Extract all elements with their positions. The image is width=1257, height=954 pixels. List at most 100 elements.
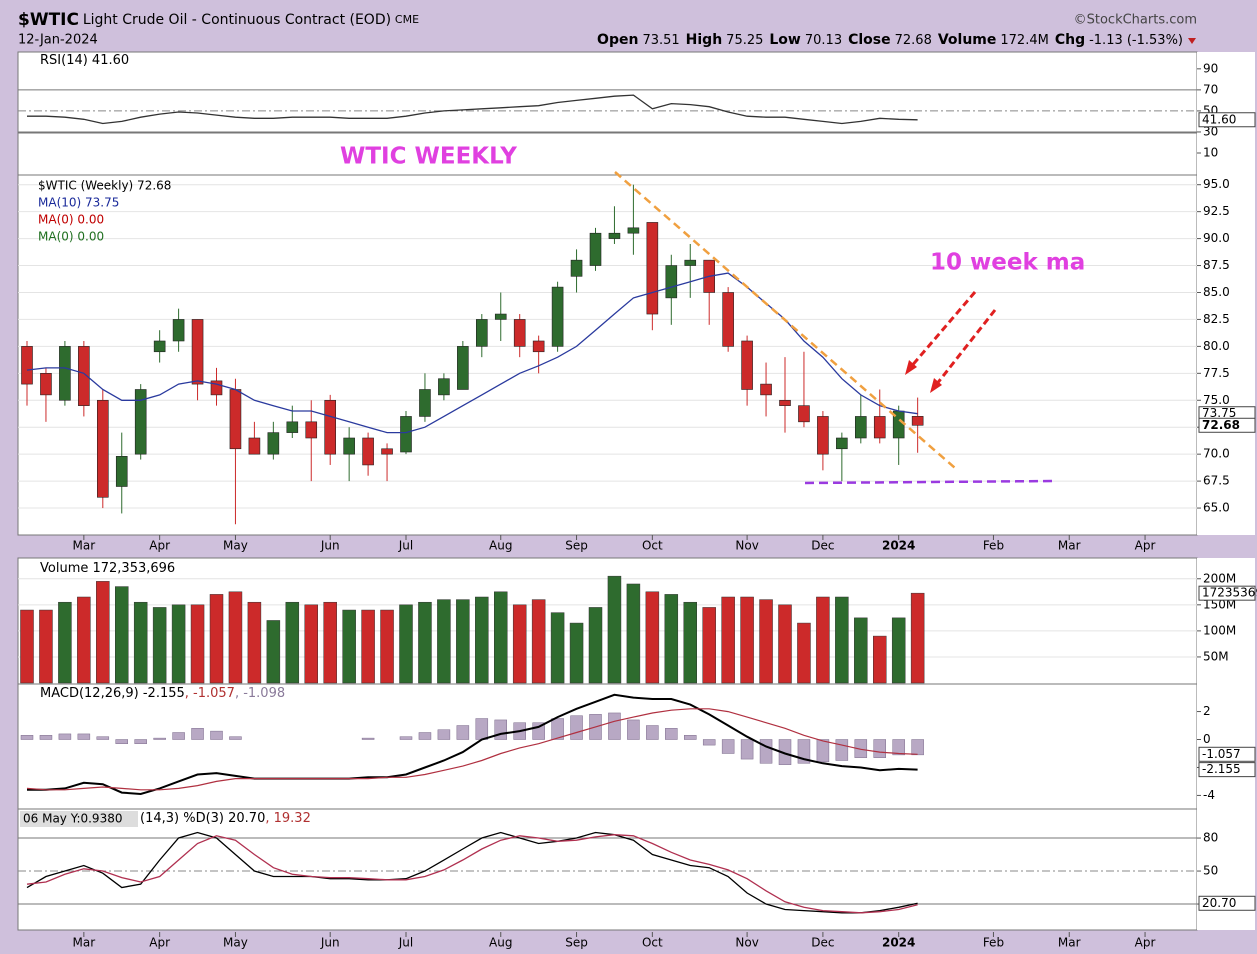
- y-tick-label: 50: [1203, 864, 1218, 878]
- down-triangle: [1188, 38, 1196, 44]
- histogram-bar: [58, 733, 72, 740]
- histogram-bar: [172, 732, 185, 740]
- x-tick-label: Apr: [149, 936, 170, 950]
- candle-body: [21, 346, 33, 385]
- volume-bar: [209, 594, 224, 684]
- volume-bar: [645, 591, 660, 684]
- crosshair-label: 06 May Y:0.9380: [23, 812, 122, 826]
- x-tick-label: Nov: [735, 539, 758, 553]
- arrow-head: [905, 360, 917, 375]
- candle-body: [627, 227, 640, 234]
- x-tick-label: May: [223, 539, 248, 553]
- y-tick-label: 70.0: [1203, 447, 1230, 461]
- value-tag: [1198, 895, 1256, 911]
- volume-bar: [494, 591, 508, 684]
- date: 12-Jan-2024: [18, 33, 98, 48]
- candle-body: [570, 259, 583, 277]
- value-tag-label: 41.60: [1202, 112, 1236, 126]
- volume-bar: [133, 601, 148, 684]
- y-tick-label: 100M: [1203, 623, 1236, 637]
- histogram-bar: [115, 739, 128, 744]
- volume-bar: [152, 607, 167, 684]
- candle-body: [210, 380, 223, 396]
- quote-value: -1.13 (-1.53%): [1089, 33, 1183, 48]
- quote-key: Close: [848, 32, 891, 48]
- candle-body: [40, 373, 52, 396]
- annotation: WTIC WEEKLY: [340, 144, 517, 170]
- quote: Open 73.51 High 75.25 Low 70.13 Close 72.68 Volu…: [597, 32, 1183, 48]
- upper-panels: [17, 51, 1198, 536]
- candle-body: [741, 340, 753, 390]
- x-tick-label: Oct: [642, 936, 663, 950]
- y-tick-label: 82.5: [1203, 312, 1230, 326]
- x-tick-label: Mar: [1058, 539, 1081, 553]
- volume-bar: [190, 604, 205, 684]
- legend-entry: $WTIC (Weekly) 72.68: [38, 179, 171, 193]
- value-tag: [1198, 417, 1256, 433]
- candle-body: [115, 456, 128, 487]
- quote-key: Volume: [938, 32, 997, 48]
- volume-bar: [266, 620, 281, 684]
- name: Light Crude Oil - Continuous Contract (E…: [83, 12, 391, 28]
- volume-bar: [77, 596, 91, 684]
- annotation: 10 week ma: [930, 250, 1085, 276]
- volume-bar: [588, 607, 603, 684]
- volume-bar: [247, 601, 262, 684]
- candle-body: [817, 416, 829, 455]
- legend-entry: Volume 172,353,696: [40, 561, 175, 576]
- volume-bar: [418, 601, 432, 684]
- histogram-bar: [702, 739, 716, 746]
- series-line: [26, 708, 918, 791]
- candle-body: [873, 416, 886, 439]
- histogram-bar: [740, 739, 754, 760]
- histogram-bar: [210, 730, 223, 740]
- legend-entry: (14,3) %D(3) 20.70: [140, 811, 265, 826]
- legend-entry: RSI(14) 41.60: [40, 53, 129, 68]
- histogram-bar: [665, 728, 678, 740]
- histogram-bar: [77, 733, 91, 740]
- series-line: [26, 834, 918, 914]
- histogram-bar: [153, 737, 166, 740]
- histogram-bar: [911, 739, 924, 756]
- x-tick-label: Jul: [398, 539, 413, 553]
- volume-bar: [569, 622, 584, 684]
- candle-body: [362, 437, 374, 466]
- axis-column: [1197, 558, 1255, 930]
- value-tag-label: -2.155: [1202, 762, 1241, 776]
- x-tick-label: Aug: [489, 936, 512, 950]
- volume-bar: [285, 601, 300, 684]
- volume-bar: [873, 635, 887, 684]
- volume-bar: [835, 596, 849, 684]
- arrow-head: [930, 378, 942, 393]
- candle-body: [608, 232, 621, 239]
- y-tick-label: -4: [1203, 788, 1215, 802]
- trendline: [614, 171, 956, 469]
- quote-value: 75.25: [726, 33, 763, 48]
- x-tick-label: Jun: [320, 936, 340, 950]
- candle-body: [267, 432, 280, 455]
- value-tag-label: -1.057: [1202, 747, 1241, 761]
- volume-bar: [456, 599, 470, 684]
- legend-entry: , 19.32: [265, 811, 310, 826]
- volume-bar: [96, 581, 110, 684]
- plots: Mar Mar Apr Apr May May Jun Jun Jul Jul Aug Aug Sep S…: [18, 53, 1257, 950]
- histogram-bar: [551, 718, 564, 740]
- candle-body: [722, 292, 734, 347]
- volume-bar: [39, 609, 53, 684]
- volume-bar: [342, 609, 356, 684]
- candle-body: [305, 421, 318, 439]
- candle-body: [343, 437, 355, 455]
- quote-key: High: [686, 32, 723, 48]
- histogram-bar: [361, 737, 375, 740]
- volume-bar: [512, 604, 527, 684]
- histogram-bar: [892, 739, 905, 756]
- volume-bar: [626, 583, 641, 684]
- x-tick-label: Apr: [149, 539, 170, 553]
- value-tag: [1198, 585, 1256, 601]
- y-tick-label: 77.5: [1203, 366, 1230, 380]
- volume-bar: [797, 622, 811, 684]
- candle-body: [779, 399, 791, 406]
- legend-entry: MA(0) 0.00: [38, 213, 104, 227]
- volume-bar: [380, 609, 394, 684]
- x-tick-label: Nov: [735, 936, 758, 950]
